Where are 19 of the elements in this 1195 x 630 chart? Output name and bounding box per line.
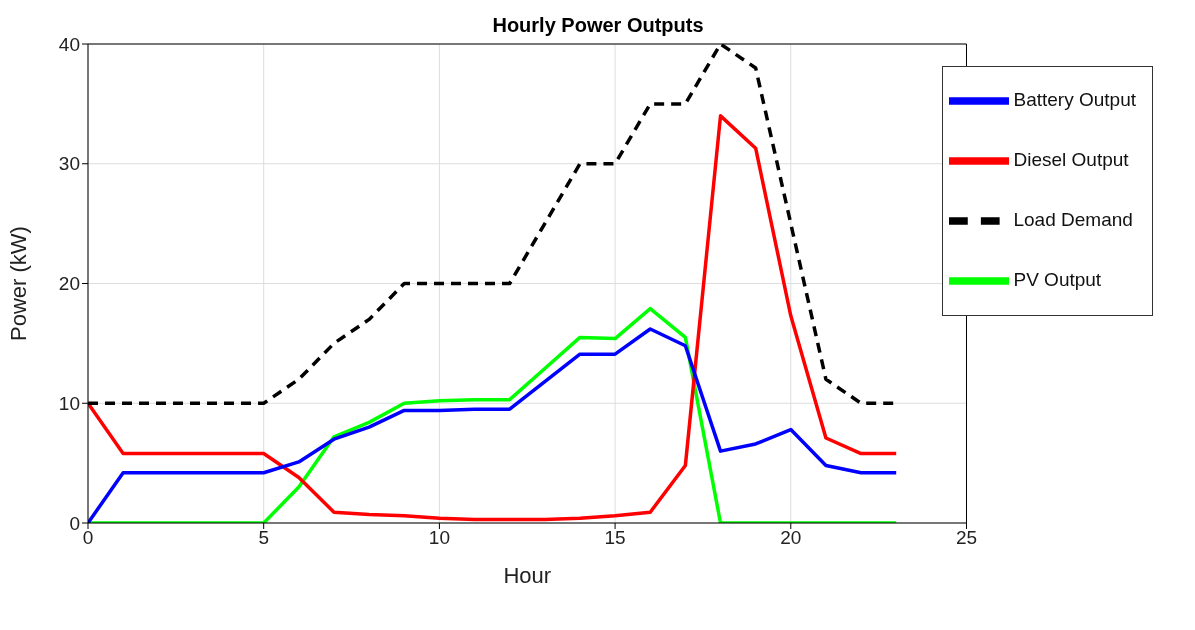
y-tick-label: 10 xyxy=(58,392,80,414)
x-tick-label: 5 xyxy=(258,527,269,549)
x-tick-label: 10 xyxy=(428,527,450,549)
y-tick-label: 20 xyxy=(58,273,80,295)
y-tick-label: 40 xyxy=(58,33,80,55)
legend-label: Diesel Output xyxy=(1013,149,1129,171)
legend-label: Battery Output xyxy=(1013,89,1136,111)
x-tick-label: 15 xyxy=(604,527,626,549)
legend-label: Load Demand xyxy=(1013,209,1133,231)
y-tick-label: 0 xyxy=(69,512,80,534)
y-axis-title: Power (kW) xyxy=(5,226,31,341)
x-tick-label: 20 xyxy=(780,527,802,549)
x-tick-label: 25 xyxy=(955,527,978,549)
line-series xyxy=(88,114,898,522)
y-tick-label: 30 xyxy=(58,153,80,175)
x-axis-title: Hour xyxy=(503,563,552,588)
legend-label: PV Output xyxy=(1013,269,1102,291)
chart-title: Hourly Power Outputs xyxy=(492,14,704,36)
x-tick-label: 0 xyxy=(82,527,94,549)
